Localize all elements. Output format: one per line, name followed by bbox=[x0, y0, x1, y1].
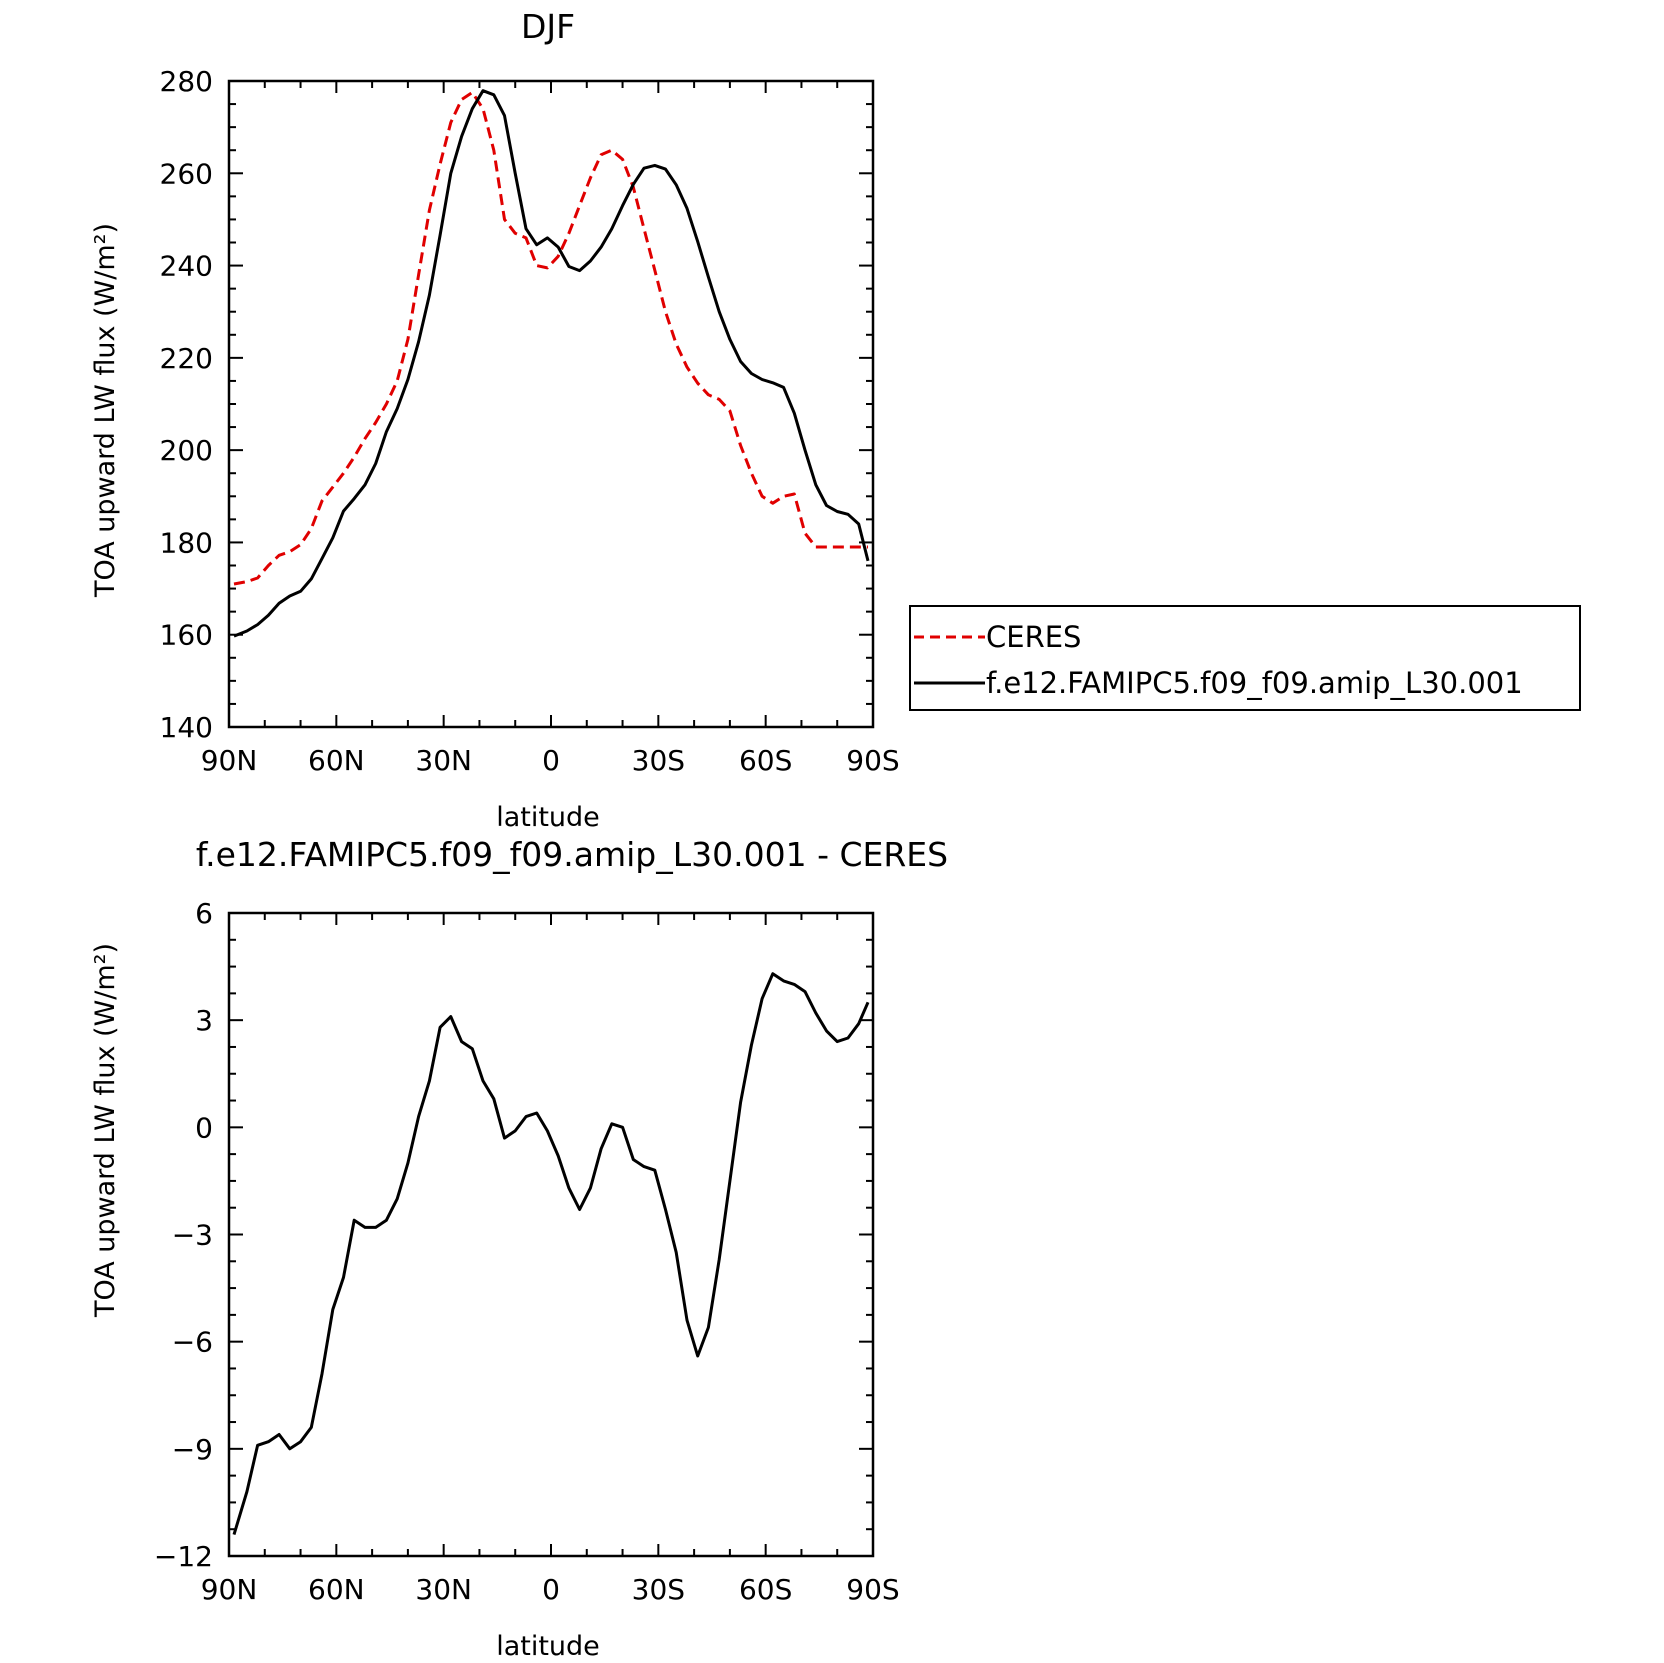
bottom-y-tick-label: −12 bbox=[154, 1540, 213, 1573]
top-x-tick-label: 30S bbox=[632, 744, 685, 777]
bottom-x-tick-label: 90S bbox=[846, 1573, 899, 1606]
top-y-tick-label: 260 bbox=[160, 157, 213, 190]
legend-label-ceres: CERES bbox=[986, 620, 1081, 654]
top-x-tick-label: 60S bbox=[739, 744, 792, 777]
top-series-line-0 bbox=[233, 91, 868, 586]
top-y-tick-label: 200 bbox=[160, 434, 213, 467]
bottom-series-line-0 bbox=[232, 972, 870, 1536]
top-chart-panel: DJF 90N 60N 30N 0 30S 60S 90S 140 160 180 200 220 24… bbox=[90, 7, 1581, 833]
bottom-x-axis-title: latitude bbox=[496, 1631, 600, 1662]
bottom-y-tick-label: 3 bbox=[195, 1004, 213, 1037]
bottom-chart-panel: f.e12.FAMIPC5.f09_f09.amip_L30.001 - CER… bbox=[90, 835, 948, 1662]
top-x-tick-label: 60N bbox=[308, 744, 365, 777]
top-chart-title: DJF bbox=[521, 7, 575, 46]
top-y-tick-label: 180 bbox=[160, 526, 213, 559]
bottom-x-tick-label: 30S bbox=[632, 1573, 685, 1606]
legend-label-model: f.e12.FAMIPC5.f09_f09.amip_L30.001 bbox=[986, 666, 1523, 700]
top-x-tick-label: 90S bbox=[846, 744, 899, 777]
top-plot-frame bbox=[227, 79, 875, 729]
bottom-x-tick-label: 90N bbox=[201, 1573, 258, 1606]
bottom-y-tick-label: 0 bbox=[195, 1111, 213, 1144]
bottom-y-tick-label: 6 bbox=[195, 897, 213, 930]
bottom-y-tick-label: −9 bbox=[172, 1433, 213, 1466]
bottom-x-tick-label: 30N bbox=[415, 1573, 472, 1606]
bottom-x-tick-label: 0 bbox=[542, 1573, 560, 1606]
top-y-axis-title: TOA upward LW flux (W/m²) bbox=[90, 223, 121, 598]
bottom-x-tick-label: 60N bbox=[308, 1573, 365, 1606]
top-y-tick-label: 160 bbox=[160, 619, 213, 652]
top-x-tick-label: 30N bbox=[415, 744, 472, 777]
legend: CERES f.e12.FAMIPC5.f09_f09.amip_L30.001 bbox=[909, 605, 1581, 711]
top-x-tick-label: 0 bbox=[542, 744, 560, 777]
top-x-axis-title: latitude bbox=[496, 802, 600, 833]
top-series-line-1 bbox=[233, 89, 870, 638]
top-y-tick-label: 240 bbox=[160, 250, 213, 283]
bottom-y-tick-label: −6 bbox=[172, 1326, 213, 1359]
bottom-chart-title: f.e12.FAMIPC5.f09_f09.amip_L30.001 - CER… bbox=[196, 835, 948, 874]
top-y-tick-label: 140 bbox=[160, 711, 213, 744]
top-x-tick-label: 90N bbox=[201, 744, 258, 777]
bottom-x-tick-label: 60S bbox=[739, 1573, 792, 1606]
bottom-y-tick-label: −3 bbox=[172, 1219, 213, 1252]
legend-box bbox=[909, 605, 1581, 711]
top-y-tick-label: 280 bbox=[160, 65, 213, 98]
top-y-tick-label: 220 bbox=[160, 342, 213, 375]
bottom-y-axis-title: TOA upward LW flux (W/m²) bbox=[90, 943, 121, 1318]
bottom-plot-frame bbox=[227, 911, 875, 1558]
